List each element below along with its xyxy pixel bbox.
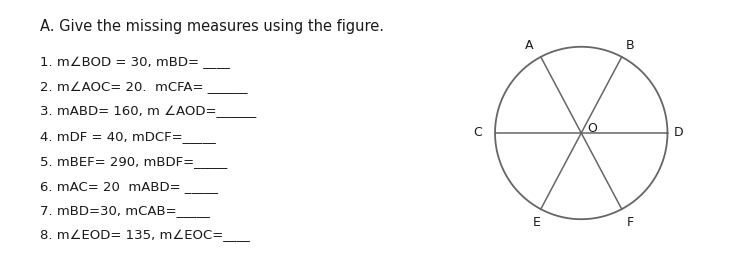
- Text: 7. mBD=30, mCAB=_____: 7. mBD=30, mCAB=_____: [40, 204, 210, 217]
- Text: F: F: [627, 215, 634, 228]
- Text: 8. m∠EOD= 135, m∠EOC=____: 8. m∠EOD= 135, m∠EOC=____: [40, 229, 251, 242]
- Text: 4. mDF = 40, mDCF=_____: 4. mDF = 40, mDCF=_____: [40, 130, 216, 143]
- Text: 2. m∠AOC= 20.  mCFA= ______: 2. m∠AOC= 20. mCFA= ______: [40, 81, 248, 94]
- Text: O: O: [587, 122, 598, 135]
- Text: E: E: [532, 215, 541, 228]
- Text: B: B: [626, 39, 634, 52]
- Text: D: D: [674, 127, 683, 139]
- Text: 1. m∠BOD = 30, mBD= ____: 1. m∠BOD = 30, mBD= ____: [40, 56, 230, 69]
- Text: 3. mABD= 160, m ∠AOD=______: 3. mABD= 160, m ∠AOD=______: [40, 105, 256, 118]
- Text: C: C: [473, 127, 482, 139]
- Text: 6. mAC= 20  mABD= _____: 6. mAC= 20 mABD= _____: [40, 180, 218, 193]
- Text: 5. mBEF= 290, mBDF=_____: 5. mBEF= 290, mBDF=_____: [40, 155, 228, 168]
- Text: A: A: [525, 39, 534, 52]
- Text: A. Give the missing measures using the figure.: A. Give the missing measures using the f…: [40, 19, 385, 34]
